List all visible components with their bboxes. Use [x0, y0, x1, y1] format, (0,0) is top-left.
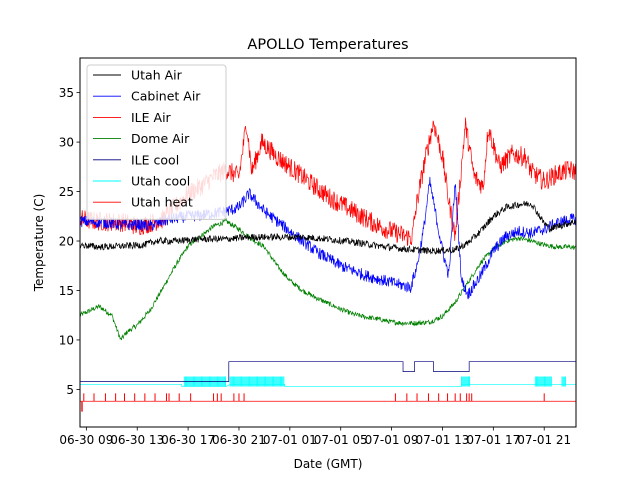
y-tick-label: 10 [59, 333, 74, 347]
x-tick-label: 06-30 13 [110, 433, 164, 447]
legend-box [86, 64, 227, 220]
x-tick-label: 06-30 21 [212, 433, 266, 447]
y-tick-label: 35 [59, 86, 74, 100]
utah-cool-cycling [534, 376, 552, 387]
x-tick-label: 07-01 13 [415, 433, 469, 447]
legend: Utah Air Cabinet Air ILE Air Dome Air ILE co… [86, 64, 227, 220]
legend-label-utah-heat: Utah heat [131, 195, 193, 210]
x-tick-label: 06-30 09 [59, 433, 113, 447]
legend-label-dome-air: Dome Air [131, 131, 190, 146]
series-layer [80, 117, 576, 412]
x-tick-label: 07-01 17 [466, 433, 520, 447]
y-tick-label: 30 [59, 136, 74, 150]
x-tick-label: 07-01 05 [314, 433, 368, 447]
legend-label-ile-air: ILE Air [131, 110, 172, 125]
y-axis: 5 10 15 20 25 30 35 [59, 86, 80, 397]
utah-cool-cycling [461, 376, 470, 387]
utah-cool-cycling [229, 376, 285, 387]
x-tick-label: 07-01 21 [517, 433, 571, 447]
chart-title: APOLLO Temperatures [247, 37, 408, 53]
x-axis-label: Date (GMT) [294, 457, 363, 471]
utah-cool-cycling [561, 376, 566, 387]
series-ile-cool [80, 361, 576, 382]
legend-label-utah-cool: Utah cool [131, 174, 190, 189]
x-tick-label: 07-01 01 [263, 433, 317, 447]
legend-label-utah-air: Utah Air [131, 68, 183, 83]
series-utah-heat [80, 400, 576, 412]
legend-label-cabinet-air: Cabinet Air [131, 89, 201, 104]
series-utah-air [80, 200, 576, 255]
x-tick-label: 06-30 17 [161, 433, 215, 447]
y-tick-label: 20 [59, 235, 74, 249]
y-tick-label: 25 [59, 185, 74, 199]
legend-label-ile-cool: ILE cool [131, 152, 179, 167]
x-tick-label: 07-01 09 [365, 433, 419, 447]
y-tick-label: 5 [66, 383, 74, 397]
plot-frame [79, 57, 577, 428]
y-axis-label: Temperature (C) [32, 194, 46, 293]
y-tick-label: 15 [59, 284, 74, 298]
